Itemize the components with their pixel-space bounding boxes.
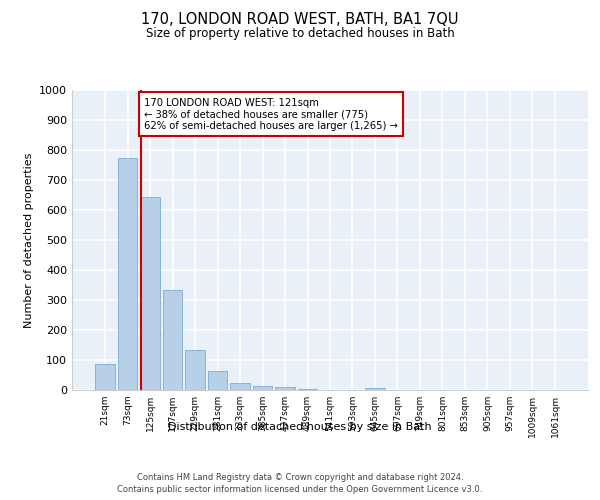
Text: Contains HM Land Registry data © Crown copyright and database right 2024.: Contains HM Land Registry data © Crown c… [137,472,463,482]
Bar [275,387,295,390]
Text: Distribution of detached houses by size in Bath: Distribution of detached houses by size … [168,422,432,432]
Bar [95,364,115,390]
Text: 170, LONDON ROAD WEST, BATH, BA1 7QU: 170, LONDON ROAD WEST, BATH, BA1 7QU [141,12,459,28]
Text: Contains public sector information licensed under the Open Government Licence v3: Contains public sector information licen… [118,485,482,494]
Bar [298,388,317,390]
Bar [253,386,272,390]
Bar [365,388,385,390]
Bar [185,350,205,390]
Bar [140,196,160,390]
Y-axis label: Number of detached properties: Number of detached properties [23,152,34,328]
Bar [118,158,137,390]
Bar [163,290,182,390]
Text: Size of property relative to detached houses in Bath: Size of property relative to detached ho… [146,28,454,40]
Text: 170 LONDON ROAD WEST: 121sqm
← 38% of detached houses are smaller (775)
62% of s: 170 LONDON ROAD WEST: 121sqm ← 38% of de… [145,98,398,130]
Bar [230,383,250,390]
Bar [208,372,227,390]
